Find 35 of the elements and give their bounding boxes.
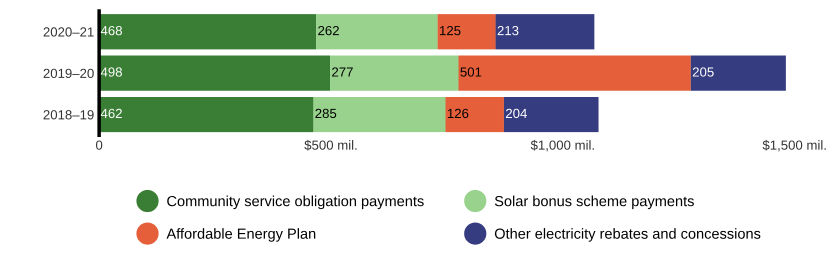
data-label: 126 [448, 108, 468, 118]
data-label: 204 [506, 108, 527, 118]
data-label: 501 [460, 67, 482, 77]
data-label: 468 [100, 26, 122, 36]
bar [438, 14, 496, 50]
legend-label: Other electricity rebates and concessions [494, 228, 760, 242]
legend-label: Affordable Energy Plan [166, 228, 316, 242]
bar [313, 96, 446, 132]
data-label: 498 [100, 67, 122, 77]
bar [458, 56, 691, 91]
bar [99, 96, 314, 132]
bar [496, 14, 594, 50]
data-label: 285 [315, 108, 336, 118]
x-tick-label: $500 mil. [304, 140, 357, 151]
x-tick-label: $1,000 mil. [530, 140, 594, 152]
legend-label: Solar bonus scheme payments [494, 196, 694, 210]
data-label: 262 [318, 26, 339, 36]
data-label: 205 [692, 67, 714, 77]
x-tick-label: $1,500 mil. [762, 140, 826, 152]
y-tick-label: 2018–19 [44, 110, 94, 120]
data-label: 462 [100, 108, 122, 118]
data-label: 125 [440, 26, 460, 36]
bar [330, 56, 458, 91]
y-tick-label: 2020–21 [44, 27, 94, 37]
data-label: 277 [332, 67, 353, 77]
bar [504, 96, 599, 132]
bar [690, 56, 786, 91]
data-label: 213 [498, 26, 518, 36]
x-tick-label: 0 [96, 140, 102, 150]
bar [446, 96, 504, 132]
legend-label: Community service obligation payments [167, 196, 424, 210]
bar [316, 14, 438, 50]
bar [99, 14, 316, 50]
y-tick-label: 2019–20 [44, 68, 94, 78]
bar [99, 56, 330, 91]
